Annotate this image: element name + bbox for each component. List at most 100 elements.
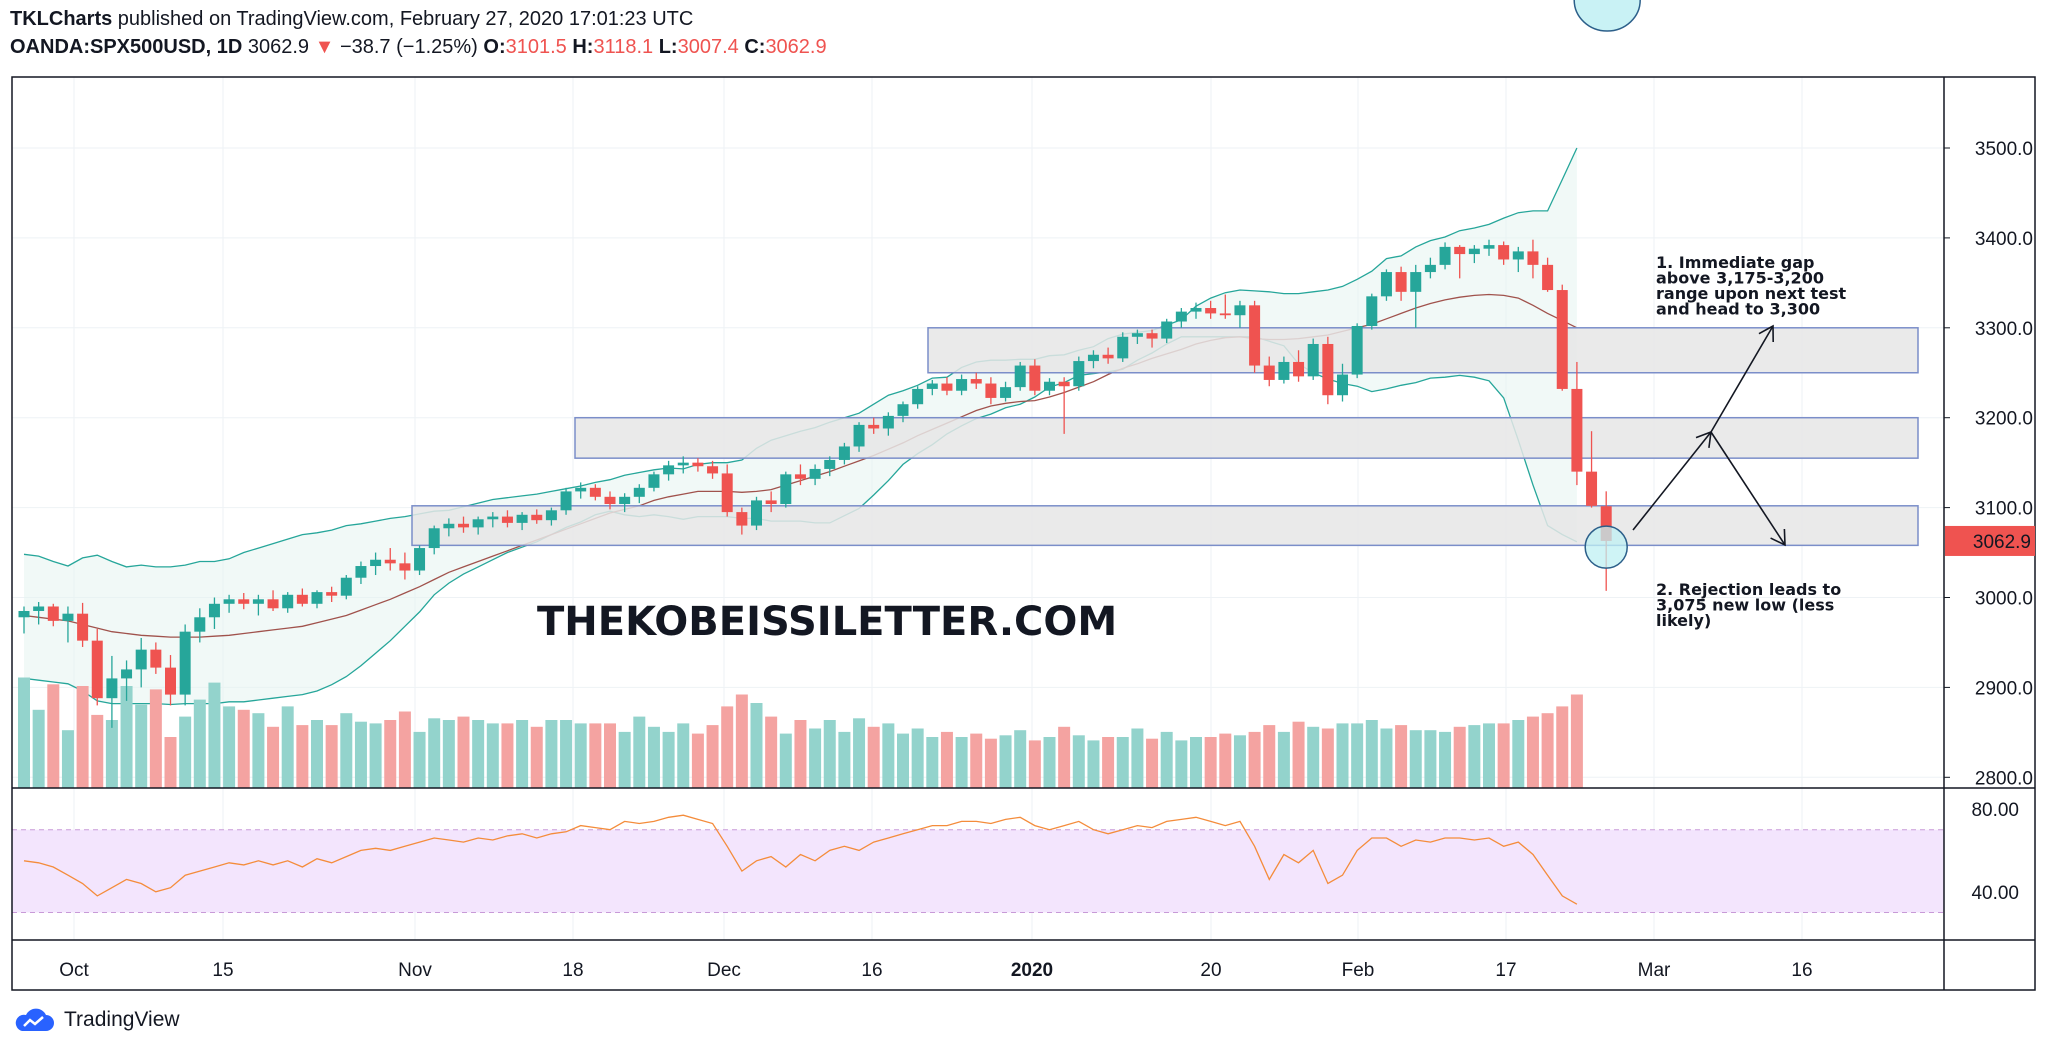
high-label: H: [572, 36, 594, 58]
price-tick-label: 3200.0 [1975, 409, 2033, 430]
candle-body [1410, 272, 1422, 292]
time-tick-label: 16 [1791, 960, 1812, 981]
note-line: range upon next test [1656, 284, 1847, 303]
volume-bar [867, 726, 880, 788]
volume-bar [1277, 731, 1290, 788]
volume-bar [472, 720, 485, 788]
projection-arrows [1632, 324, 1786, 547]
candle-body [1337, 374, 1348, 396]
volume-bar [1146, 738, 1159, 788]
volume-bar [354, 721, 367, 788]
rsi-indicator [12, 0, 1944, 913]
candle-body [970, 379, 982, 384]
candle-body [106, 678, 118, 699]
candle-body [1542, 264, 1554, 291]
candle-body [926, 383, 938, 389]
rsi-axis[interactable]: 80.00 40.00 [1971, 800, 2019, 904]
volume-bar [1365, 720, 1378, 788]
candle-body [267, 599, 279, 609]
candle-body [1571, 388, 1583, 472]
candle-body [1454, 246, 1466, 255]
high-value: 3118.1 [593, 36, 654, 58]
time-tick-label: Dec [707, 960, 741, 981]
candle-body [1512, 251, 1524, 260]
volume-bar [530, 726, 543, 788]
candle-body [135, 649, 147, 670]
arrow-line [1632, 431, 1712, 531]
volume-bar [179, 716, 192, 788]
candle-body [824, 459, 836, 469]
volume-bar [1483, 723, 1495, 788]
candle-body [619, 496, 631, 505]
volume-bar [501, 723, 514, 788]
volume-bar [18, 677, 30, 788]
candle-body [443, 523, 455, 529]
candle-body [458, 523, 469, 528]
candlesticks[interactable] [18, 239, 1628, 728]
candle-body [33, 606, 45, 611]
candle-body [1161, 321, 1173, 339]
note-line: and head to 3,300 [1656, 300, 1820, 319]
price-tick-label: 3400.0 [1975, 229, 2033, 250]
volume-bar [633, 716, 646, 788]
time-tick-label: 16 [861, 960, 882, 981]
arrow-line [1710, 325, 1774, 433]
candle-body [1234, 305, 1246, 316]
rsi-tick-label: 40.00 [1971, 883, 2019, 904]
price-tick-label: 3000.0 [1975, 589, 2033, 610]
time-tick-label: 17 [1495, 960, 1516, 981]
volume-bar [398, 711, 411, 788]
candle-body [721, 473, 733, 513]
note-gap-up: 1. Immediate gap above 3,175-3,200 range u… [1656, 253, 1847, 319]
price-chart[interactable]: 3500.0 3400.0 3300.0 3200.0 3100.0 3000.0 2900… [0, 0, 2048, 1000]
volume-bar [1453, 726, 1466, 788]
candle-body [384, 559, 396, 564]
candle-body [1190, 308, 1202, 312]
volume-bar [926, 737, 939, 788]
candle-body [707, 466, 719, 474]
price-axis[interactable]: 3500.0 3400.0 3300.0 3200.0 3100.0 3000.0 2900… [1944, 139, 2035, 789]
volume-bar [984, 738, 997, 788]
arrow-head [1695, 430, 1712, 448]
candle-body [765, 500, 777, 505]
candle-body [1219, 313, 1231, 316]
volume-bar [779, 733, 792, 788]
volume-bar [765, 716, 778, 788]
symbol-name[interactable]: OANDA:SPX500USD, 1D [10, 36, 243, 58]
volume-bar [1512, 720, 1525, 788]
candle-body [47, 606, 59, 621]
support-resistance-zones [411, 327, 1919, 547]
open-value: 3101.5 [505, 36, 567, 58]
time-tick-label: 18 [562, 960, 583, 981]
candle-body [838, 446, 850, 460]
volume-bar [369, 723, 382, 788]
candle-body [370, 559, 382, 567]
candle-body [1117, 336, 1129, 359]
volume-bar [91, 714, 104, 788]
time-axis[interactable]: Oct 15 Nov 18 Dec 16 2020 20 Feb 17 Mar 16 [59, 960, 1812, 981]
price-tick-label: 3300.0 [1975, 319, 2033, 340]
publisher-name[interactable]: TKLCharts [10, 8, 113, 30]
volume-bar [662, 731, 675, 788]
volume-bar [691, 733, 704, 788]
volume-bar [1043, 737, 1056, 788]
publish-info: TKLCharts published on TradingView.com, … [10, 8, 693, 31]
volume-bar [135, 704, 148, 788]
candle-body [311, 592, 323, 604]
volume-bar [823, 720, 836, 788]
tradingview-brand[interactable]: TradingView [12, 1007, 180, 1033]
candle-body [165, 667, 176, 695]
note-line: likely) [1656, 611, 1711, 630]
volume-bar [882, 723, 895, 788]
candle-body [1307, 343, 1319, 377]
candle-body [340, 577, 352, 596]
rsi-tick-label: 80.00 [1971, 800, 2019, 821]
price-zone [411, 505, 1919, 547]
volume-bar [516, 720, 529, 788]
candle-body [1556, 290, 1568, 389]
candle-body [648, 474, 660, 488]
candle-body [794, 474, 806, 479]
volume-bar [76, 686, 89, 788]
candle-body [868, 424, 880, 429]
volume-bar [428, 718, 441, 788]
